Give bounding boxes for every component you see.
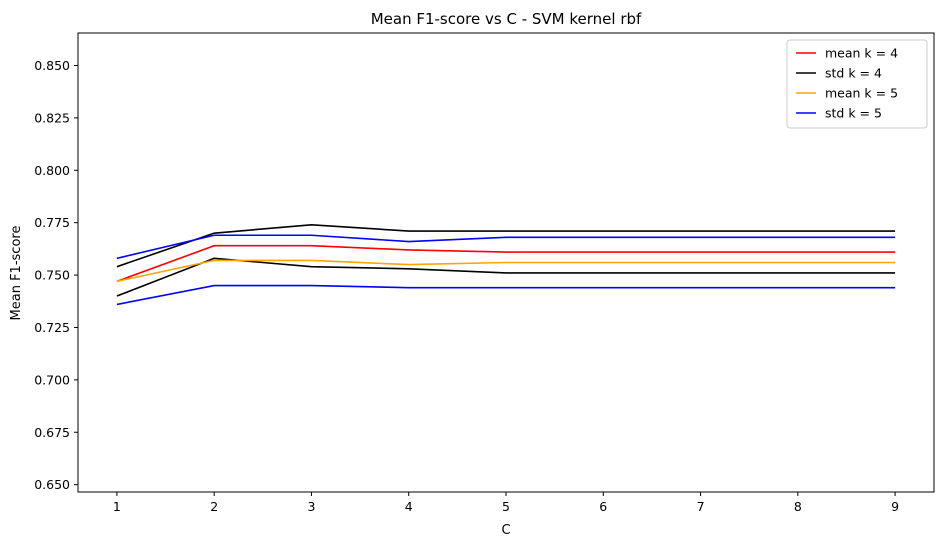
series-line-1	[116, 244, 896, 283]
y-tick-label: 0.825	[34, 110, 70, 125]
x-tick-label: 5	[502, 499, 510, 514]
x-tick-label: 8	[794, 499, 802, 514]
legend-label: std k = 5	[825, 106, 882, 121]
x-tick-label: 9	[891, 499, 899, 514]
x-tick-label: 4	[405, 499, 413, 514]
series-line-6	[116, 284, 896, 306]
legend-label: mean k = 4	[825, 46, 898, 61]
y-tick-label: 0.650	[34, 477, 70, 492]
plot-area: 1 2 3 4 5 6 7 8 9 0.650 0.675 0.700 0.725 0.750 0.775 0…	[34, 32, 935, 514]
x-tick-label: 2	[210, 499, 218, 514]
legend: mean k = 4 std k = 4 mean k = 5 std k = 5	[786, 39, 928, 129]
legend-box	[786, 39, 928, 129]
chart-title: Mean F1-score vs C - SVM kernel rbf	[371, 10, 642, 28]
series-line-4	[116, 259, 896, 283]
x-axis-label: C	[501, 523, 510, 538]
x-tick-label: 1	[113, 499, 121, 514]
y-tick-label: 0.800	[34, 163, 70, 178]
series-line-3	[116, 257, 896, 297]
y-tick-label: 0.775	[34, 215, 70, 230]
series-line-5	[116, 234, 896, 260]
x-tick-label: 6	[599, 499, 607, 514]
y-tick-label: 0.725	[34, 320, 70, 335]
x-tick-label: 3	[307, 499, 315, 514]
legend-label: mean k = 5	[825, 86, 898, 101]
y-axis-label: Mean F1-score	[9, 226, 24, 321]
series-line-2	[116, 223, 896, 268]
legend-label: std k = 4	[825, 66, 882, 81]
x-tick-label: 7	[697, 499, 705, 514]
y-tick-label: 0.700	[34, 372, 70, 387]
y-tick-label: 0.675	[34, 425, 70, 440]
y-tick-label: 0.750	[34, 268, 70, 283]
y-tick-label: 0.850	[34, 58, 70, 73]
